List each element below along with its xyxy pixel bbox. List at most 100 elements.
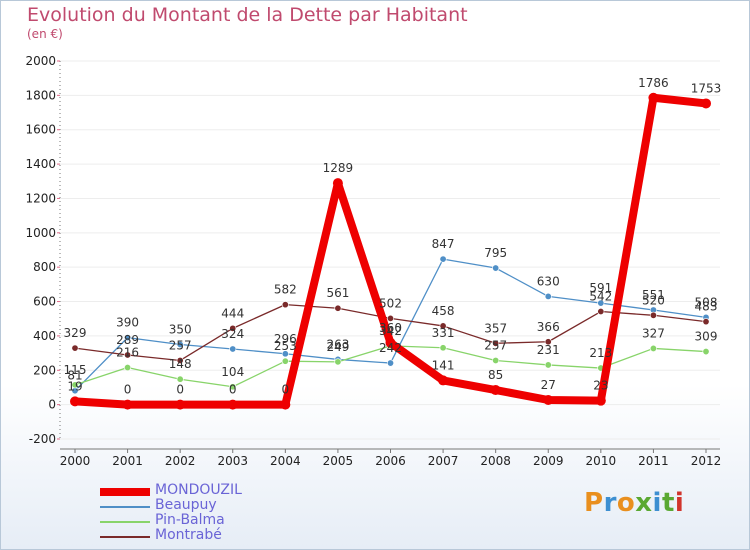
x-tick-label: 2003 bbox=[217, 454, 248, 468]
data-point-mondouzil bbox=[648, 92, 659, 103]
y-tick-label: 600 bbox=[33, 295, 56, 309]
data-label-mondouzil: 0 bbox=[176, 383, 184, 397]
y-tick-label: 1800 bbox=[25, 88, 56, 102]
data-label-beaupuy: 591 bbox=[589, 281, 612, 295]
data-label-montrab-: 329 bbox=[64, 326, 87, 340]
legend-label: Montrabé bbox=[155, 527, 222, 543]
y-tick-label: 0 bbox=[48, 398, 56, 412]
data-point-mondouzil bbox=[701, 98, 711, 109]
x-tick-label: 2009 bbox=[533, 454, 564, 468]
data-point-montrab- bbox=[439, 322, 447, 330]
data-label-montrab-: 502 bbox=[379, 296, 402, 310]
y-tick-label: 800 bbox=[33, 260, 56, 274]
data-point-montrab- bbox=[334, 304, 342, 312]
data-label-beaupuy: 551 bbox=[642, 288, 665, 302]
data-label-pin-balma: 231 bbox=[537, 343, 560, 357]
proxiti-logo: Proxiti bbox=[584, 488, 684, 518]
x-tick-label: 2012 bbox=[691, 454, 722, 468]
data-label-montrab-: 458 bbox=[432, 304, 455, 318]
legend-label: MONDOUZIL bbox=[155, 482, 242, 498]
data-point-mondouzil bbox=[385, 337, 396, 348]
data-point-montrab- bbox=[597, 308, 605, 316]
data-label-pin-balma: 115 bbox=[64, 363, 87, 377]
legend-label: Beaupuy bbox=[155, 497, 217, 513]
data-point-mondouzil bbox=[543, 394, 554, 405]
x-tick-label: 2011 bbox=[638, 454, 669, 468]
data-label-montrab-: 444 bbox=[221, 306, 244, 320]
data-label-mondouzil: 0 bbox=[124, 383, 132, 397]
y-tick-label: -200 bbox=[29, 432, 56, 446]
data-point-pin-balma bbox=[649, 344, 657, 352]
data-label-montrab-: 582 bbox=[274, 283, 297, 297]
legend-item-pin-balma: Pin-Balma bbox=[100, 512, 320, 529]
x-tick-label: 2005 bbox=[323, 454, 354, 468]
data-point-pin-balma bbox=[229, 383, 237, 391]
data-label-montrab-: 257 bbox=[169, 338, 192, 352]
data-label-montrab-: 289 bbox=[116, 333, 139, 347]
logo-letter: o bbox=[616, 488, 636, 518]
data-point-mondouzil bbox=[332, 178, 343, 189]
data-label-mondouzil: 0 bbox=[229, 383, 237, 397]
data-label-pin-balma: 213 bbox=[589, 346, 612, 360]
data-label-beaupuy: 296 bbox=[274, 332, 297, 346]
legend-item-mondouzil: MONDOUZIL bbox=[100, 482, 320, 499]
data-point-pin-balma bbox=[544, 361, 552, 369]
data-point-montrab- bbox=[229, 324, 237, 332]
data-point-montrab- bbox=[386, 314, 394, 322]
legend-item-montrab-: Montrabé bbox=[100, 527, 320, 544]
x-tick-label: 2008 bbox=[480, 454, 511, 468]
data-label-pin-balma: 257 bbox=[484, 338, 507, 352]
data-label-pin-balma: 148 bbox=[169, 357, 192, 371]
legend-swatch bbox=[100, 506, 150, 508]
data-point-montrab- bbox=[544, 338, 552, 346]
data-point-beaupuy bbox=[386, 359, 394, 367]
data-point-montrab- bbox=[71, 344, 79, 352]
data-label-montrab-: 366 bbox=[537, 320, 560, 334]
data-point-montrab- bbox=[281, 301, 289, 309]
data-point-montrab- bbox=[124, 351, 132, 359]
data-point-pin-balma bbox=[439, 344, 447, 352]
data-point-beaupuy bbox=[281, 350, 289, 358]
logo-letter: t bbox=[661, 488, 675, 518]
legend-swatch bbox=[100, 536, 150, 538]
y-tick-label: 1000 bbox=[25, 226, 56, 240]
data-label-beaupuy: 263 bbox=[326, 337, 349, 351]
data-label-pin-balma: 342 bbox=[379, 324, 402, 338]
x-tick-label: 2004 bbox=[270, 454, 301, 468]
logo-letter: r bbox=[603, 488, 617, 518]
logo-letter: i bbox=[674, 488, 685, 518]
data-point-montrab- bbox=[492, 339, 500, 347]
y-tick-label: 1600 bbox=[25, 123, 56, 137]
data-label-mondouzil: 1753 bbox=[691, 81, 722, 95]
data-label-pin-balma: 216 bbox=[116, 346, 139, 360]
legend-swatch bbox=[100, 488, 150, 496]
data-point-montrab- bbox=[176, 356, 184, 364]
x-tick-label: 2000 bbox=[60, 454, 91, 468]
data-label-montrab-: 542 bbox=[589, 290, 612, 304]
data-point-pin-balma bbox=[281, 357, 289, 365]
chart-subtitle: (en €) bbox=[27, 27, 63, 41]
data-label-beaupuy: 630 bbox=[537, 274, 560, 288]
logo-letter: P bbox=[584, 488, 604, 518]
data-label-mondouzil: 1786 bbox=[638, 76, 669, 90]
data-label-mondouzil: 1289 bbox=[323, 161, 354, 175]
x-tick-label: 2006 bbox=[375, 454, 406, 468]
data-point-beaupuy bbox=[492, 264, 500, 272]
data-label-beaupuy: 324 bbox=[221, 327, 244, 341]
y-tick-label: 1400 bbox=[25, 157, 56, 171]
y-tick-label: 400 bbox=[33, 329, 56, 343]
data-label-beaupuy: 390 bbox=[116, 316, 139, 330]
data-label-montrab-: 357 bbox=[484, 321, 507, 335]
data-label-pin-balma: 249 bbox=[326, 340, 349, 354]
data-label-montrab-: 520 bbox=[642, 293, 665, 307]
y-tick-label: 200 bbox=[33, 363, 56, 377]
x-tick-label: 2001 bbox=[112, 454, 143, 468]
data-point-mondouzil bbox=[595, 395, 606, 406]
legend-swatch bbox=[100, 521, 150, 523]
data-label-beaupuy: 81 bbox=[67, 369, 82, 383]
data-point-mondouzil bbox=[490, 385, 501, 396]
data-point-montrab- bbox=[649, 311, 657, 319]
logo-letter: x bbox=[635, 488, 653, 518]
logo-letter: i bbox=[652, 488, 662, 518]
